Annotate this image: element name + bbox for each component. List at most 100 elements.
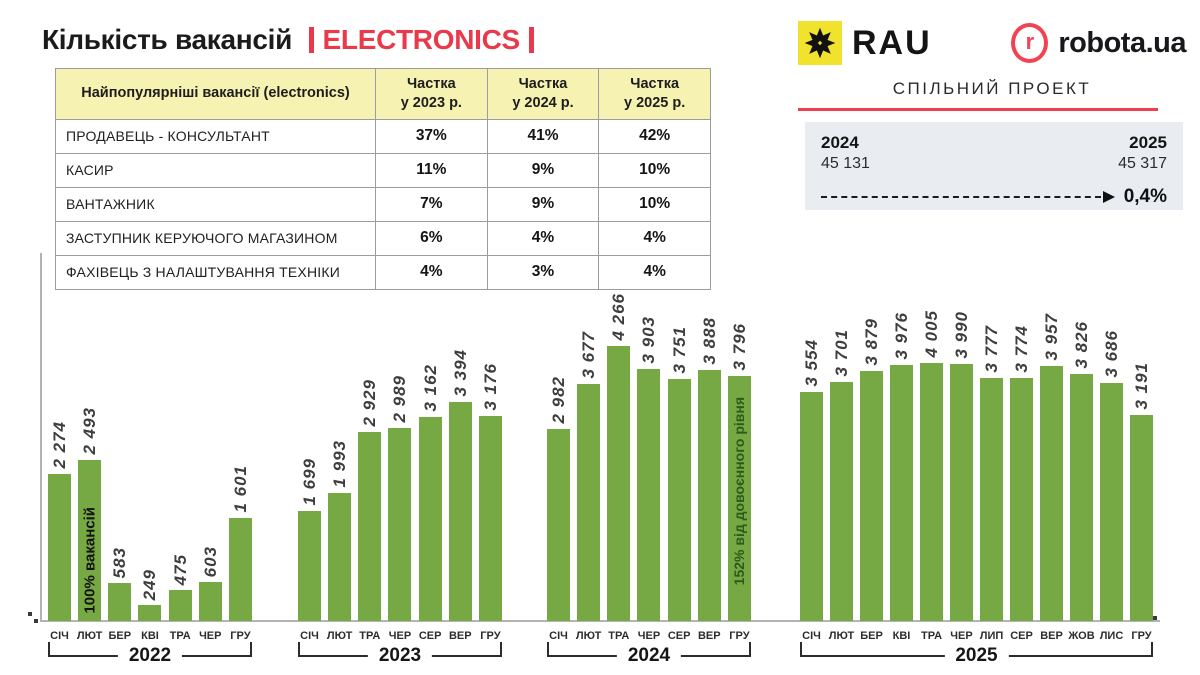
table-row: ВАНТАЖНИК 7% 9% 10%	[55, 186, 711, 222]
bar-value-label: 3 796	[729, 323, 749, 371]
month-tick-label: ЧЕР	[950, 630, 973, 642]
summary-year-2025: 2025	[1129, 133, 1167, 152]
bar-value-label: 3 777	[982, 325, 1001, 373]
axis-end-dot	[1153, 616, 1157, 620]
bar-column-2022-КВІ: 249 КВІ	[138, 568, 162, 642]
bar-value-label: 249	[140, 568, 160, 600]
rau-logo-text: RAU	[852, 23, 932, 62]
summary-years-row: 2024 2025	[821, 133, 1167, 153]
bar: ЧЕР	[950, 364, 973, 642]
vacancy-share-cell: 4%	[598, 254, 711, 290]
bar-column-2023-ЧЕР: 2 989 ЧЕР	[388, 375, 412, 642]
month-tick-label: ЛЮТ	[326, 630, 353, 642]
vacancy-share-cell: 9%	[486, 186, 600, 222]
bar-column-2024-ГРУ: 3 796 152% від довоєнного рівня ГРУ	[727, 323, 751, 642]
bar-column-2024-СІЧ: 2 982 СІЧ	[547, 376, 570, 642]
y-axis-line	[40, 253, 42, 621]
vacancy-share-cell: 4%	[375, 254, 488, 290]
bar-column-2023-ГРУ: 3 176 ГРУ	[478, 363, 502, 642]
month-tick-label: СЕР	[1010, 630, 1033, 642]
bar-value-label: 475	[170, 553, 190, 585]
bar: ЛИС	[1100, 383, 1123, 642]
rau-logo: RAU	[798, 21, 932, 65]
bar-value-label: 3 686	[1102, 330, 1121, 378]
bar: СЕР	[418, 417, 442, 642]
bar: СЕР	[667, 379, 691, 642]
year-label: 2025	[944, 644, 1009, 667]
bar: ЧЕР	[388, 428, 412, 642]
bar-value-label: 2 929	[360, 379, 380, 427]
delta-percentage: 0,4%	[1123, 186, 1167, 207]
bar: СІЧ	[547, 429, 570, 642]
robota-ua-logo: r robota.ua	[1011, 23, 1186, 63]
table-header-2025: Частка у 2025 р.	[598, 68, 711, 120]
bar-value-label: 3 888	[699, 317, 719, 365]
month-tick-label: ТРА	[359, 630, 381, 642]
robota-ua-logo-text: robota.ua	[1058, 26, 1186, 59]
axis-origin-dot	[34, 619, 38, 623]
month-tick-label: ЛЮТ	[76, 630, 103, 642]
vacancy-share-cell: 6%	[375, 220, 488, 256]
month-tick-label: ВЕР	[1040, 630, 1063, 642]
bar-column-2023-СЕР: 3 162 СЕР	[418, 364, 442, 642]
bar-group-2024: 2 982 СІЧ 3 677 ЛЮТ 4 266 ТРА 3 903 ЧЕР 3 751 СЕР…	[547, 293, 751, 642]
bar-column-2022-СІЧ: 2 274 СІЧ	[48, 421, 71, 642]
bar-group-2025: 3 554 СІЧ 3 701 ЛЮТ 3 879 БЕР 3 976 КВІ 4 005 ТРА…	[800, 310, 1153, 642]
year-label: 2023	[367, 644, 433, 667]
vacancy-share-cell: 41%	[486, 118, 600, 154]
bar-value-label: 3 976	[892, 312, 911, 360]
bar-value-label: 2 274	[50, 421, 69, 469]
summary-delta-row: 0,4%	[821, 186, 1167, 208]
bar-group-2022: 2 274 СІЧ 2 493 100% вакансій ЛЮТ 583 БЕР 249 КВ…	[48, 407, 252, 642]
month-tick-label: ЧЕР	[388, 630, 412, 642]
bar-value-label: 1 601	[230, 465, 250, 513]
bar-value-label: 3 774	[1012, 325, 1031, 373]
vacancy-share-cell: 9%	[486, 152, 600, 188]
bar-column-2023-ВЕР: 3 394 ВЕР	[448, 349, 472, 642]
month-tick-label: ТРА	[920, 630, 943, 642]
month-tick-label: ВЕР	[697, 630, 721, 642]
table-header-name: Найпопулярніші вакансії (electronics)	[55, 68, 376, 120]
year-label: 2024	[616, 644, 682, 667]
bar: ЛЮТ	[327, 493, 352, 642]
month-tick-label: ЧЕР	[637, 630, 661, 642]
table-row: КАСИР 11% 9% 10%	[55, 152, 711, 188]
bar-column-2024-ВЕР: 3 888 ВЕР	[697, 317, 721, 642]
bar: ГРУ	[478, 416, 502, 642]
vacancy-name-cell: ФАХІВЕЦЬ З НАЛАШТУВАННЯ ТЕХНІКИ	[55, 254, 376, 290]
vacancy-share-cell: 4%	[598, 220, 711, 256]
bar-value-label: 2 982	[549, 376, 568, 424]
bar-column-2025-ЛИС: 3 686 ЛИС	[1100, 330, 1124, 642]
bar-column-2025-КВІ: 3 976 КВІ	[890, 312, 913, 642]
bar: ЛИП	[980, 378, 1003, 642]
bar-value-label: 3 701	[832, 329, 851, 377]
branding-block: RAU r robota.ua СПІЛЬНИЙ ПРОЕКТ	[798, 20, 1186, 111]
bar-value-label: 3 162	[420, 364, 440, 412]
bar-value-label: 3 394	[450, 349, 470, 397]
bar-value-label: 3 191	[1132, 362, 1151, 410]
month-tick-label: СІЧ	[549, 630, 568, 642]
month-tick-label: БЕР	[108, 630, 132, 642]
bar-column-2025-ГРУ: 3 191 ГРУ	[1130, 362, 1153, 642]
month-tick-label: СІЧ	[300, 630, 319, 642]
bar: ВЕР	[1040, 366, 1063, 642]
bar-value-label: 4 266	[609, 293, 629, 341]
bar: КВІ	[138, 605, 162, 642]
title-pipe-decoration	[528, 27, 534, 53]
year-label: 2022	[117, 644, 183, 667]
month-tick-label: ЛЮТ	[575, 630, 602, 642]
bar-value-label: 1 993	[330, 440, 350, 488]
title-pipe-decoration	[308, 27, 314, 53]
bar-column-2022-БЕР: 583 БЕР	[108, 547, 132, 642]
bar-column-2024-СЕР: 3 751 СЕР	[667, 326, 691, 642]
bar-column-2023-ТРА: 2 929 ТРА	[358, 379, 382, 642]
x-axis-line	[40, 620, 1160, 622]
bar: 152% від довоєнного рівня ГРУ	[727, 376, 751, 642]
bar-group-2023: 1 699 СІЧ 1 993 ЛЮТ 2 929 ТРА 2 989 ЧЕР 3 162 СЕР…	[298, 349, 502, 642]
month-tick-label: ЛЮТ	[828, 630, 855, 642]
bar-value-label: 3 903	[639, 316, 659, 364]
bar-column-2024-ЛЮТ: 3 677 ЛЮТ	[576, 331, 602, 642]
summary-values-row: 45 131 45 317	[821, 155, 1167, 173]
bar-value-label: 3 879	[862, 318, 881, 366]
